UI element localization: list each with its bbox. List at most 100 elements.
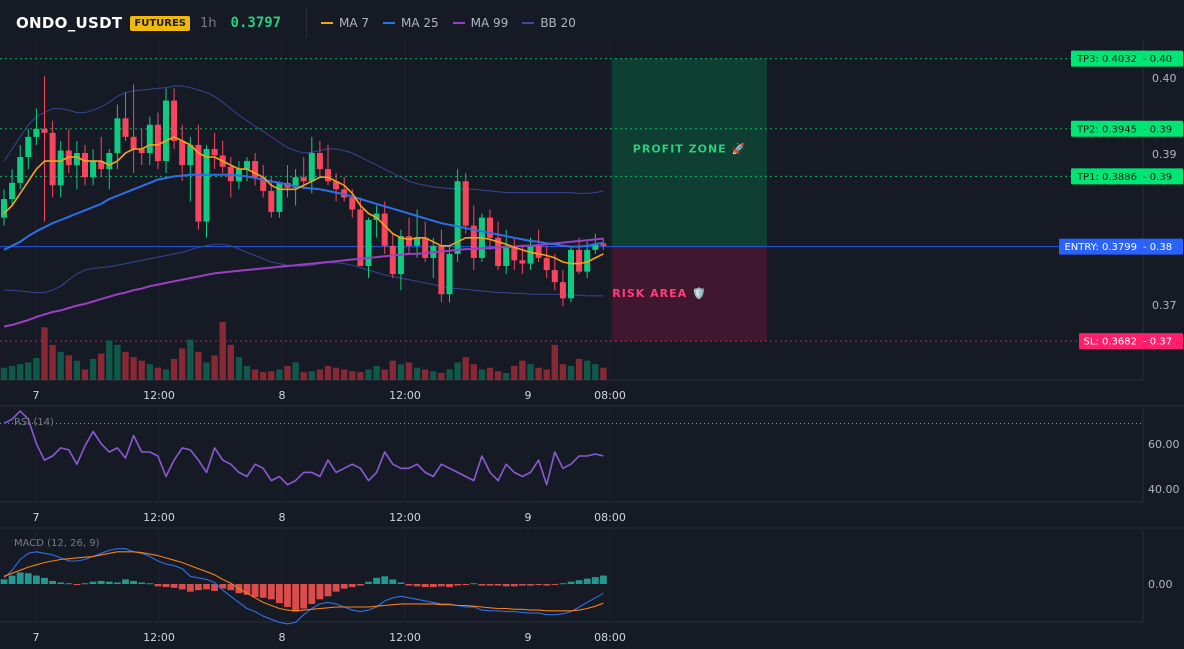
volume-bar bbox=[470, 364, 477, 380]
candle-body[interactable] bbox=[454, 181, 461, 254]
legend-ma7[interactable]: MA 7 bbox=[321, 16, 369, 30]
volume-bar bbox=[17, 364, 24, 380]
candle-body[interactable] bbox=[17, 157, 24, 183]
candle-body[interactable] bbox=[211, 148, 218, 156]
ma25-line bbox=[3, 173, 604, 251]
candle-body[interactable] bbox=[308, 153, 315, 182]
candle-body[interactable] bbox=[592, 243, 599, 250]
candle-body[interactable] bbox=[171, 100, 178, 141]
candle-body[interactable] bbox=[114, 118, 121, 153]
volume-bar bbox=[405, 362, 413, 380]
candle-body[interactable] bbox=[187, 144, 194, 166]
candle-body[interactable] bbox=[195, 144, 202, 222]
candle-body[interactable] bbox=[316, 153, 323, 170]
volume-bar bbox=[243, 365, 251, 380]
candle-body[interactable] bbox=[389, 245, 396, 275]
volume-bar bbox=[73, 360, 81, 380]
candle-body[interactable] bbox=[600, 243, 607, 246]
candle-body[interactable] bbox=[25, 136, 32, 158]
candle-body[interactable] bbox=[584, 249, 591, 272]
candle-body[interactable] bbox=[1, 199, 7, 218]
candle-body[interactable] bbox=[535, 245, 542, 258]
legend-ma25[interactable]: MA 25 bbox=[383, 16, 439, 30]
macd-histogram-bar bbox=[243, 584, 251, 595]
macd-histogram-bar bbox=[429, 584, 437, 588]
candle-body[interactable] bbox=[470, 225, 477, 258]
candle-body[interactable] bbox=[138, 148, 145, 153]
candle-body[interactable] bbox=[9, 182, 16, 200]
candle-body[interactable] bbox=[381, 213, 388, 246]
candle-body[interactable] bbox=[130, 136, 137, 149]
candle-body[interactable] bbox=[527, 245, 534, 264]
candle-body[interactable] bbox=[519, 260, 526, 264]
candle-body[interactable] bbox=[260, 177, 267, 191]
time-tick-label: 12:00 bbox=[389, 511, 421, 524]
candle-body[interactable] bbox=[568, 249, 574, 299]
legend-bb20[interactable]: BB 20 bbox=[522, 16, 576, 30]
symbol-name[interactable]: ONDO_USDT bbox=[16, 14, 123, 32]
rsi-title: RSI (14) bbox=[14, 417, 54, 428]
candle-body[interactable] bbox=[252, 161, 259, 178]
candle-body[interactable] bbox=[82, 153, 88, 178]
macd-histogram-bar bbox=[259, 584, 267, 598]
candle-body[interactable] bbox=[244, 161, 250, 170]
candle-body[interactable] bbox=[446, 253, 453, 295]
candle-body[interactable] bbox=[154, 124, 161, 162]
time-tick-label: 8 bbox=[279, 631, 286, 644]
candle-body[interactable] bbox=[365, 219, 372, 266]
volume-bar bbox=[170, 358, 178, 380]
signal-line bbox=[3, 551, 604, 612]
candle-body[interactable] bbox=[122, 118, 129, 137]
macd-histogram-bar bbox=[494, 584, 502, 586]
candle-body[interactable] bbox=[357, 209, 364, 267]
candle-body[interactable] bbox=[33, 128, 40, 137]
candle-body[interactable] bbox=[333, 181, 340, 190]
macd-histogram-bar bbox=[519, 584, 526, 586]
macd-histogram-bar bbox=[527, 584, 534, 586]
candle-body[interactable] bbox=[406, 236, 412, 246]
macd-histogram-bar bbox=[373, 577, 380, 584]
volume-bar bbox=[486, 367, 494, 380]
macd-histogram-bar bbox=[57, 582, 65, 584]
candle-body[interactable] bbox=[163, 100, 169, 162]
candle-body[interactable] bbox=[268, 190, 275, 212]
candle-body[interactable] bbox=[90, 161, 97, 178]
candle-body[interactable] bbox=[559, 282, 566, 299]
candle-body[interactable] bbox=[49, 132, 56, 186]
candle-body[interactable] bbox=[487, 217, 493, 238]
candle-body[interactable] bbox=[511, 245, 518, 261]
macd-histogram-bar bbox=[470, 583, 478, 585]
candle-body[interactable] bbox=[41, 128, 48, 133]
candle-body[interactable] bbox=[551, 270, 558, 283]
candle-body[interactable] bbox=[462, 181, 469, 226]
legend-ma99[interactable]: MA 99 bbox=[452, 16, 508, 30]
macd-histogram-bar bbox=[486, 584, 494, 586]
time-tick-label: 9 bbox=[525, 631, 532, 644]
candle-body[interactable] bbox=[106, 153, 113, 170]
volume-bar bbox=[592, 364, 599, 380]
candle-body[interactable] bbox=[503, 245, 510, 266]
candle-body[interactable] bbox=[73, 153, 80, 166]
candle-body[interactable] bbox=[276, 182, 283, 212]
candle-body[interactable] bbox=[414, 237, 421, 246]
candle-body[interactable] bbox=[438, 245, 445, 295]
macd-histogram-bar bbox=[211, 584, 218, 591]
level-tag-axis: - 0.37 bbox=[1143, 337, 1172, 348]
candle-body[interactable] bbox=[98, 161, 105, 170]
profit-zone-label: PROFIT ZONE 🚀 bbox=[633, 143, 746, 156]
macd-histogram-bar bbox=[81, 583, 89, 585]
candle-body[interactable] bbox=[543, 257, 550, 271]
candle-body[interactable] bbox=[57, 150, 64, 186]
candle-body[interactable] bbox=[349, 197, 356, 210]
candle-body[interactable] bbox=[422, 237, 429, 258]
candle-body[interactable] bbox=[325, 169, 331, 182]
candle-body[interactable] bbox=[576, 249, 583, 272]
candle-body[interactable] bbox=[495, 237, 502, 266]
candle-body[interactable] bbox=[300, 177, 307, 182]
candle-body[interactable] bbox=[203, 148, 210, 222]
candle-body[interactable] bbox=[292, 177, 299, 188]
candle-body[interactable] bbox=[146, 124, 153, 153]
timeframe-label[interactable]: 1h bbox=[200, 15, 217, 31]
candle-body[interactable] bbox=[179, 140, 186, 166]
